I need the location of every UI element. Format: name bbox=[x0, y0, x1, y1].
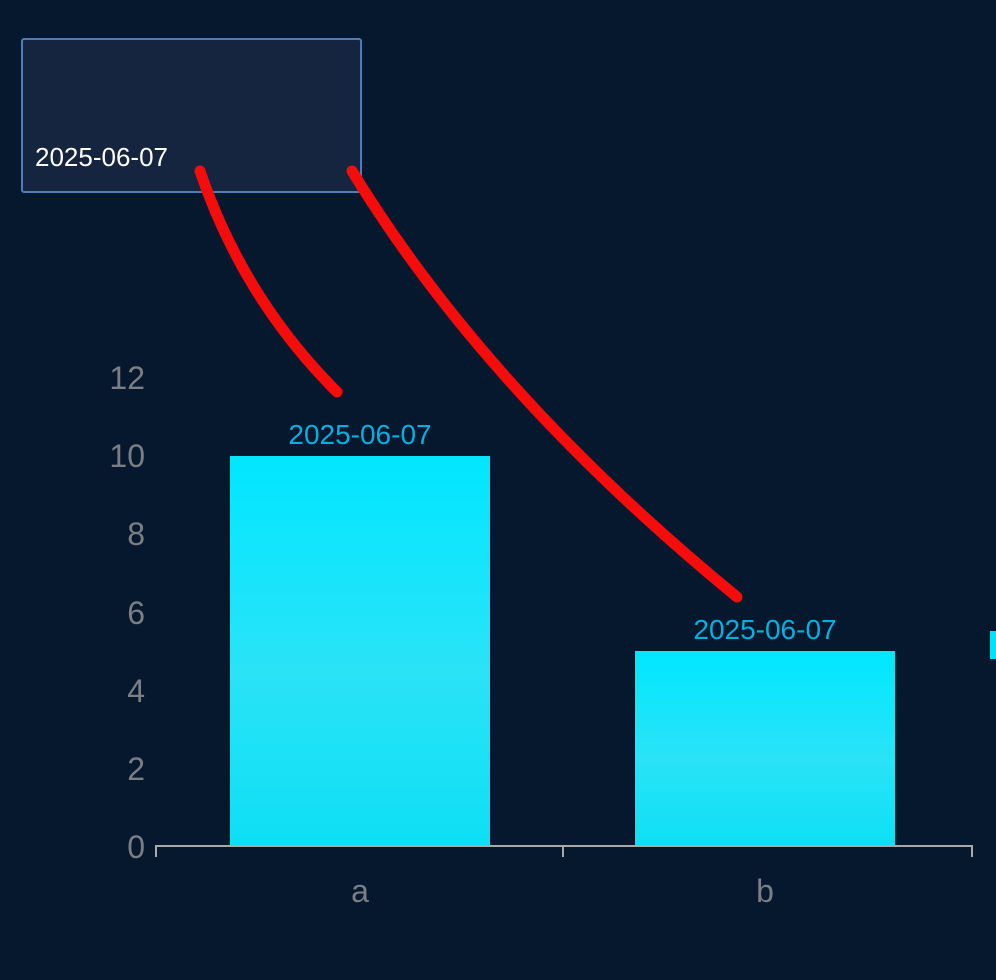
y-tick-label-4: 4 bbox=[127, 673, 145, 709]
x-axis-line bbox=[155, 845, 973, 847]
red-annotation-stroke-left bbox=[194, 165, 343, 398]
y-tick-label-10: 10 bbox=[109, 438, 145, 474]
y-tick-label-0: 0 bbox=[127, 829, 145, 865]
bar-a-value-label: 2025-06-07 bbox=[288, 419, 432, 450]
y-tick-label-6: 6 bbox=[127, 595, 145, 631]
y-tick-label-12: 12 bbox=[109, 360, 145, 396]
y-tick-label-8: 8 bbox=[127, 516, 145, 552]
tooltip-date-text: 2025-06-07 bbox=[35, 142, 168, 172]
x-axis-tick-start bbox=[155, 845, 157, 857]
x-category-label-b: b bbox=[756, 873, 774, 909]
y-tick-label-2: 2 bbox=[127, 751, 145, 787]
x-category-label-a: a bbox=[351, 873, 369, 909]
bar-a[interactable] bbox=[230, 456, 490, 846]
legend-swatch-cutoff[interactable] bbox=[990, 631, 996, 659]
bar-b[interactable] bbox=[635, 651, 895, 846]
bar-b-value-label: 2025-06-07 bbox=[693, 614, 837, 645]
tooltip-box: 2025-06-07 bbox=[21, 38, 362, 193]
x-axis-tick-end bbox=[971, 845, 973, 857]
x-axis-tick-middle bbox=[562, 845, 564, 857]
